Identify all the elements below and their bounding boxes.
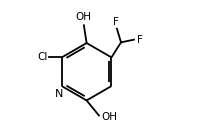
- Text: OH: OH: [76, 12, 92, 22]
- Text: Cl: Cl: [37, 52, 47, 62]
- Text: OH: OH: [102, 112, 118, 122]
- Text: F: F: [137, 35, 143, 45]
- Text: F: F: [113, 17, 118, 27]
- Text: N: N: [55, 89, 63, 99]
